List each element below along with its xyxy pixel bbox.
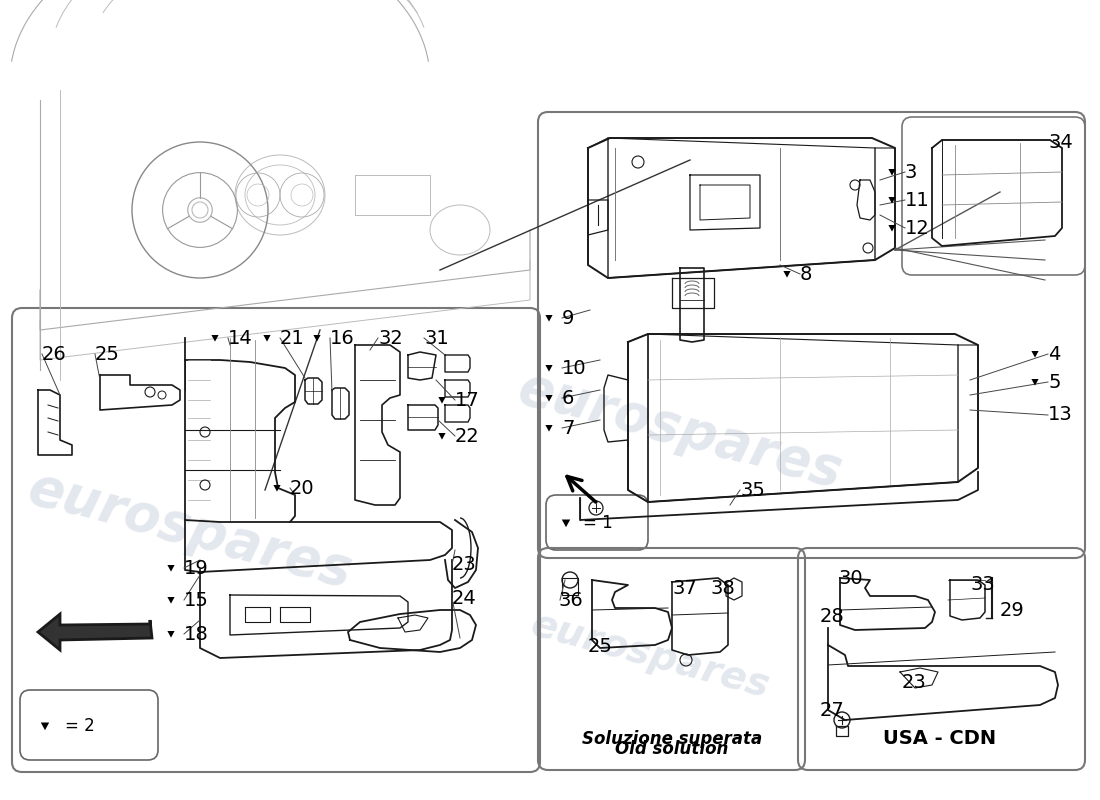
Text: 22: 22	[455, 426, 480, 446]
Text: 24: 24	[452, 589, 476, 607]
Polygon shape	[1032, 351, 1038, 358]
Text: 18: 18	[184, 625, 209, 643]
Text: 13: 13	[1048, 406, 1072, 425]
Text: 36: 36	[558, 590, 583, 610]
Polygon shape	[889, 225, 895, 232]
Text: 25: 25	[95, 345, 120, 363]
Text: 9: 9	[562, 309, 574, 327]
Polygon shape	[546, 365, 552, 371]
Polygon shape	[314, 335, 320, 342]
Text: 32: 32	[378, 329, 403, 347]
Polygon shape	[889, 169, 895, 176]
Text: 21: 21	[280, 329, 305, 347]
Text: 20: 20	[290, 478, 315, 498]
Text: 33: 33	[970, 575, 994, 594]
Text: = 1: = 1	[583, 514, 613, 532]
Text: 38: 38	[710, 578, 735, 598]
Text: 37: 37	[672, 578, 696, 598]
Text: 14: 14	[228, 329, 253, 347]
Polygon shape	[274, 485, 280, 491]
Text: 23: 23	[902, 673, 926, 691]
Text: 10: 10	[562, 358, 586, 378]
Polygon shape	[1032, 379, 1038, 386]
Text: 7: 7	[562, 418, 574, 438]
Polygon shape	[439, 397, 446, 403]
Text: Soluzione superata: Soluzione superata	[582, 730, 762, 748]
Text: 5: 5	[1048, 373, 1060, 391]
Text: 19: 19	[184, 558, 209, 578]
Text: 23: 23	[452, 555, 476, 574]
Polygon shape	[39, 614, 152, 650]
Text: 29: 29	[1000, 601, 1025, 619]
Text: 16: 16	[330, 329, 354, 347]
Text: 17: 17	[455, 390, 480, 410]
Text: 12: 12	[905, 218, 930, 238]
Text: 4: 4	[1048, 345, 1060, 363]
Text: 15: 15	[184, 590, 209, 610]
Polygon shape	[167, 565, 175, 571]
Polygon shape	[546, 395, 552, 402]
Text: 27: 27	[820, 701, 845, 719]
Polygon shape	[167, 631, 175, 638]
Text: USA - CDN: USA - CDN	[883, 729, 997, 748]
Text: eurospares: eurospares	[527, 605, 773, 705]
Text: Old solution: Old solution	[615, 740, 728, 758]
Text: 31: 31	[424, 329, 449, 347]
Polygon shape	[889, 197, 895, 204]
Text: 34: 34	[1048, 133, 1072, 151]
Text: = 2: = 2	[65, 717, 95, 735]
Text: eurospares: eurospares	[22, 462, 358, 598]
Text: 8: 8	[800, 265, 813, 283]
Polygon shape	[546, 425, 552, 432]
Polygon shape	[167, 597, 175, 603]
Polygon shape	[41, 722, 50, 730]
Text: 3: 3	[905, 162, 917, 182]
Text: eurospares: eurospares	[513, 362, 848, 498]
Polygon shape	[263, 335, 271, 342]
Text: 26: 26	[42, 345, 67, 363]
Polygon shape	[211, 335, 219, 342]
Polygon shape	[562, 519, 570, 527]
Text: 30: 30	[838, 569, 862, 587]
Polygon shape	[783, 271, 791, 278]
Text: 6: 6	[562, 389, 574, 407]
Text: 28: 28	[820, 606, 845, 626]
Polygon shape	[546, 315, 552, 322]
Polygon shape	[439, 433, 446, 440]
Text: 35: 35	[740, 481, 764, 499]
Text: 25: 25	[588, 637, 613, 655]
Text: 11: 11	[905, 190, 930, 210]
